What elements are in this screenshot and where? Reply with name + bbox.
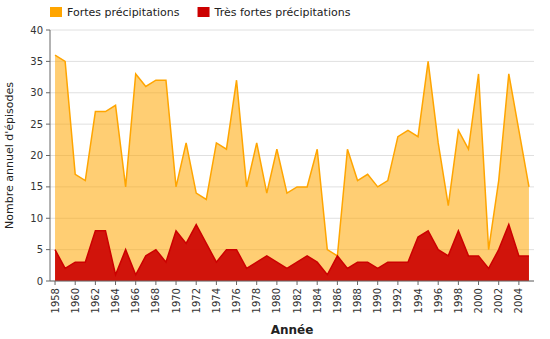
y-tick-label: 10 [30,213,43,224]
y-tick-label: 5 [37,244,43,255]
grid-line [50,124,534,125]
x-tick-label: 1990 [372,288,383,313]
grid-line [50,61,534,62]
grid-line [50,281,534,282]
x-tick [297,281,298,285]
legend-label: Fortes précipitations [67,6,180,19]
x-axis [50,281,534,282]
y-tick-label: 40 [30,25,43,36]
x-tick-label: 1968 [150,288,161,313]
area-fill [55,225,529,281]
y-tick-label: 25 [30,119,43,130]
y-tick-label: 35 [30,56,43,67]
y-tick [46,218,50,219]
legend-swatch [50,7,62,17]
area-line [55,55,529,256]
x-tick [397,281,398,285]
chart: 0 5 10 15 20 25 30 35 40 1958 1960 1962 1964 1966 1968… [0,0,550,339]
y-tick [46,155,50,156]
x-tick-label: 1982 [292,288,303,313]
x-tick-label: 1994 [413,288,424,313]
y-tick [46,30,50,31]
x-tick [256,281,257,285]
x-tick [216,281,217,285]
x-tick-label: 2002 [493,288,504,313]
x-tick [418,281,419,285]
x-tick [438,281,439,285]
x-tick [458,281,459,285]
x-tick [155,281,156,285]
x-tick-label: 1988 [352,288,363,313]
y-axis [50,30,51,281]
legend-swatch [198,7,210,17]
x-tick [135,281,136,285]
x-tick [196,281,197,285]
x-tick-label: 1992 [392,288,403,313]
area-fill [55,55,529,281]
y-tick [46,92,50,93]
x-tick [176,281,177,285]
x-tick [55,281,56,285]
y-tick-label: 30 [30,87,43,98]
x-tick [317,281,318,285]
grid [50,30,534,281]
x-tick [377,281,378,285]
y-tick [46,186,50,187]
x-tick-label: 2000 [473,288,484,313]
x-tick-label: 1964 [110,288,121,313]
x-tick [236,281,237,285]
x-tick-label: 1970 [171,288,182,313]
x-tick [276,281,277,285]
x-tick-label: 1972 [191,288,202,313]
y-axis-label: Nombre annuel d'épisodes [3,82,16,229]
y-tick-label: 15 [30,181,43,192]
y-tick [46,124,50,125]
x-tick-label: 1976 [231,288,242,313]
x-tick [498,281,499,285]
x-tick-label: 2004 [513,288,524,313]
x-tick [478,281,479,285]
x-tick [115,281,116,285]
plot-area [55,55,529,281]
x-tick-label: 1974 [211,288,222,313]
y-tick-label: 0 [37,276,43,287]
x-tick-label: 1978 [251,288,262,313]
y-tick [46,61,50,62]
x-tick [95,281,96,285]
y-tick-label: 20 [30,150,43,161]
x-tick [518,281,519,285]
x-tick [337,281,338,285]
x-tick-label: 1984 [312,288,323,313]
x-tick [75,281,76,285]
x-tick-label: 1966 [130,288,141,313]
y-tick [46,281,50,282]
legend: Fortes précipitations Très fortes précipi… [50,6,351,19]
area-line [55,225,529,275]
grid-line [50,92,534,93]
x-tick-label: 1962 [90,288,101,313]
y-tick [46,249,50,250]
x-tick-label: 1958 [50,288,61,313]
x-tick-label: 1998 [453,288,464,313]
x-axis-label: Année [271,323,314,337]
x-tick [357,281,358,285]
legend-label: Très fortes précipitations [214,6,351,19]
grid-line [50,30,534,31]
x-tick-label: 1986 [332,288,343,313]
x-tick-label: 1960 [70,288,81,313]
x-tick-label: 1996 [433,288,444,313]
x-tick-label: 1980 [271,288,282,313]
